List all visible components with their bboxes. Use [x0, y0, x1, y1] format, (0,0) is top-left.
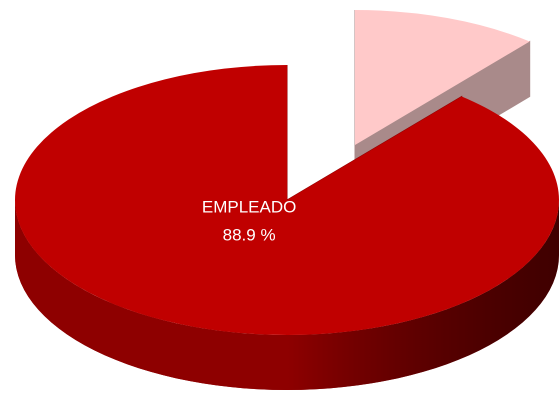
slice-label: EMPLEADO [202, 198, 296, 217]
slice-value-label: 88.9 % [223, 226, 276, 245]
pie-slice [15, 65, 559, 335]
slice-wall-shade [15, 200, 559, 390]
pie-slice [355, 10, 530, 145]
